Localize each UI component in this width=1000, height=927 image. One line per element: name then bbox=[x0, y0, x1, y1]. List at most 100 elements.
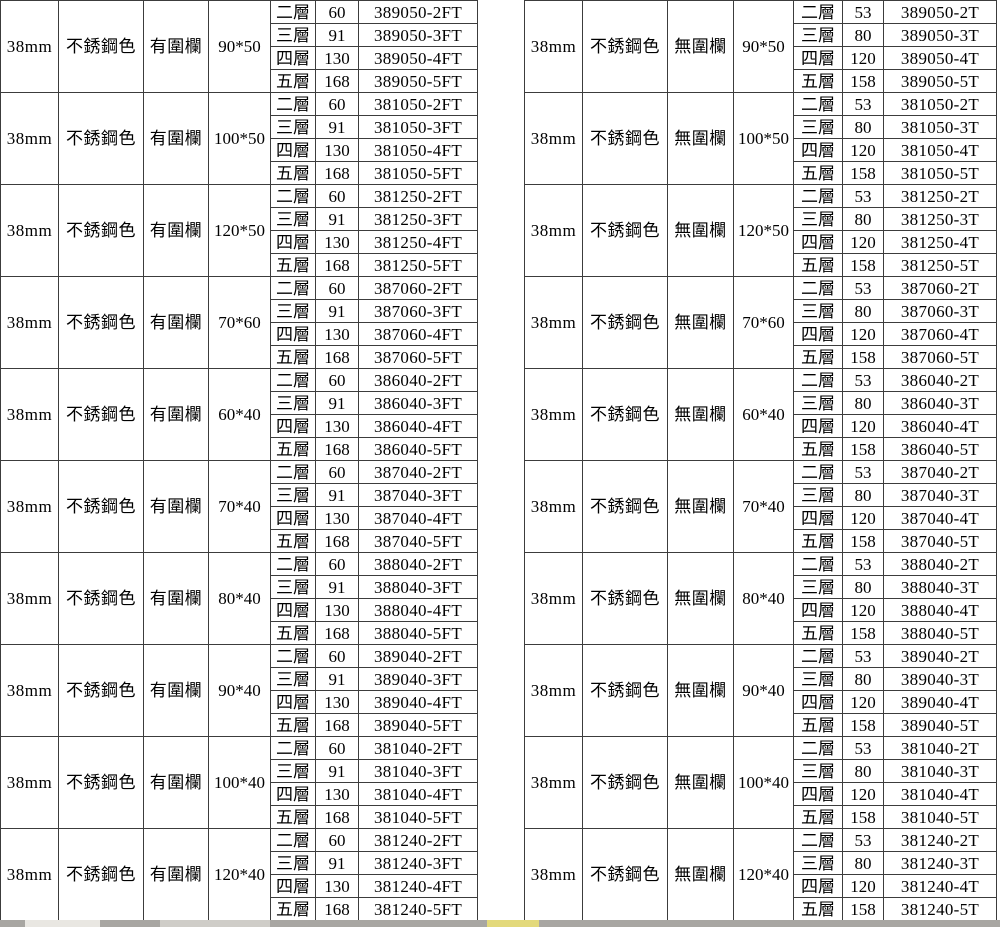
qty-cell: 130 bbox=[315, 782, 359, 806]
qty-cell: 60 bbox=[315, 184, 359, 208]
code-cell: 387040-2FT bbox=[358, 460, 478, 484]
code-cell: 387060-4T bbox=[883, 322, 997, 346]
table-row: 四層 120 387060-4T bbox=[525, 322, 997, 346]
code-cell: 389050-2T bbox=[883, 0, 997, 24]
table-row: 四層 130 387060-4FT bbox=[1, 322, 478, 346]
qty-cell: 168 bbox=[315, 161, 359, 185]
layer-cell: 三層 bbox=[793, 207, 843, 231]
code-cell: 381240-4FT bbox=[358, 874, 478, 898]
qty-cell: 168 bbox=[315, 345, 359, 369]
code-cell: 381240-5FT bbox=[358, 897, 478, 921]
table-row: 五層 158 381250-5T bbox=[525, 253, 997, 277]
color-cell: 不銹鋼色 bbox=[58, 460, 144, 553]
size-cell: 60*40 bbox=[733, 368, 794, 461]
code-cell: 387060-2T bbox=[883, 276, 997, 300]
qty-cell: 91 bbox=[315, 391, 359, 415]
table-row: 三層 80 388040-3T bbox=[525, 575, 997, 599]
fence-cell: 無圍欄 bbox=[667, 0, 734, 93]
size-cell: 120*40 bbox=[733, 828, 794, 921]
code-cell: 388040-2FT bbox=[358, 552, 478, 576]
qty-cell: 53 bbox=[842, 460, 884, 484]
qty-cell: 130 bbox=[315, 322, 359, 346]
qty-cell: 158 bbox=[842, 161, 884, 185]
code-cell: 386040-5FT bbox=[358, 437, 478, 461]
layer-cell: 五層 bbox=[270, 69, 316, 93]
layer-cell: 五層 bbox=[793, 345, 843, 369]
code-cell: 381050-3T bbox=[883, 115, 997, 139]
layer-cell: 五層 bbox=[793, 161, 843, 185]
layer-cell: 五層 bbox=[270, 529, 316, 553]
layer-cell: 四層 bbox=[270, 230, 316, 254]
table-row: 38mm 不銹鋼色 無圍欄 70*60 二層 53 387060-2T bbox=[524, 276, 997, 369]
code-cell: 381240-4T bbox=[883, 874, 997, 898]
table-row: 38mm 不銹鋼色 有圍欄 100*50 二層 60 381050-2FT bbox=[0, 92, 478, 185]
layer-cell: 四層 bbox=[793, 506, 843, 530]
code-cell: 381050-2T bbox=[883, 92, 997, 116]
code-cell: 387060-2FT bbox=[358, 276, 478, 300]
thickness-cell: 38mm bbox=[524, 552, 583, 645]
layer-cell: 四層 bbox=[270, 46, 316, 70]
table-row: 38mm 不銹鋼色 無圍欄 100*40 二層 53 381040-2T bbox=[524, 736, 997, 829]
code-cell: 381040-2FT bbox=[358, 736, 478, 760]
color-cell: 不銹鋼色 bbox=[582, 828, 668, 921]
qty-cell: 60 bbox=[315, 460, 359, 484]
table-row: 三層 80 381040-3T bbox=[525, 759, 997, 783]
code-cell: 386040-3T bbox=[883, 391, 997, 415]
color-cell: 不銹鋼色 bbox=[582, 460, 668, 553]
qty-cell: 80 bbox=[842, 575, 884, 599]
qty-cell: 80 bbox=[842, 483, 884, 507]
table-row: 三層 80 389050-3T bbox=[525, 23, 997, 47]
layer-cell: 二層 bbox=[793, 276, 843, 300]
table-row: 四層 120 389040-4T bbox=[525, 690, 997, 714]
qty-cell: 158 bbox=[842, 713, 884, 737]
layer-cell: 二層 bbox=[793, 736, 843, 760]
color-cell: 不銹鋼色 bbox=[58, 736, 144, 829]
qty-cell: 53 bbox=[842, 276, 884, 300]
layer-cell: 二層 bbox=[793, 184, 843, 208]
table-row: 38mm 不銹鋼色 無圍欄 100*50 二層 53 381050-2T bbox=[524, 92, 997, 185]
layer-cell: 三層 bbox=[270, 23, 316, 47]
qty-cell: 120 bbox=[842, 782, 884, 806]
size-cell: 120*50 bbox=[733, 184, 794, 277]
thickness-cell: 38mm bbox=[0, 368, 59, 461]
code-cell: 388040-4FT bbox=[358, 598, 478, 622]
layer-cell: 二層 bbox=[270, 368, 316, 392]
table-row: 五層 158 381040-5T bbox=[525, 805, 997, 829]
fence-cell: 無圍欄 bbox=[667, 644, 734, 737]
table-row: 38mm 不銹鋼色 無圍欄 90*40 二層 53 389040-2T bbox=[524, 644, 997, 737]
qty-cell: 91 bbox=[315, 575, 359, 599]
layer-cell: 五層 bbox=[793, 897, 843, 921]
layer-cell: 四層 bbox=[793, 46, 843, 70]
scan-artifact-light-patch bbox=[25, 920, 100, 927]
color-cell: 不銹鋼色 bbox=[582, 276, 668, 369]
code-cell: 387040-4T bbox=[883, 506, 997, 530]
qty-cell: 91 bbox=[315, 299, 359, 323]
size-cell: 70*60 bbox=[733, 276, 794, 369]
layer-cell: 三層 bbox=[270, 299, 316, 323]
qty-cell: 168 bbox=[315, 437, 359, 461]
qty-cell: 130 bbox=[315, 230, 359, 254]
price-table-no-fence: 38mm 不銹鋼色 無圍欄 90*50 二層 53 389050-2T 三層 80 389050-… bbox=[524, 0, 997, 921]
qty-cell: 60 bbox=[315, 644, 359, 668]
qty-cell: 80 bbox=[842, 207, 884, 231]
layer-cell: 三層 bbox=[793, 851, 843, 875]
layer-cell: 三層 bbox=[793, 575, 843, 599]
qty-cell: 168 bbox=[315, 253, 359, 277]
table-row: 五層 168 388040-5FT bbox=[1, 621, 478, 645]
table-row: 四層 120 386040-4T bbox=[525, 414, 997, 438]
code-cell: 389050-5T bbox=[883, 69, 997, 93]
code-cell: 387060-3FT bbox=[358, 299, 478, 323]
qty-cell: 91 bbox=[315, 115, 359, 139]
layer-cell: 二層 bbox=[793, 828, 843, 852]
table-row: 四層 130 381040-4FT bbox=[1, 782, 478, 806]
layer-cell: 二層 bbox=[270, 276, 316, 300]
qty-cell: 120 bbox=[842, 230, 884, 254]
layer-cell: 四層 bbox=[793, 414, 843, 438]
qty-cell: 91 bbox=[315, 667, 359, 691]
code-cell: 381250-5FT bbox=[358, 253, 478, 277]
layer-cell: 四層 bbox=[270, 598, 316, 622]
code-cell: 381040-4FT bbox=[358, 782, 478, 806]
table-row: 三層 91 387060-3FT bbox=[1, 299, 478, 323]
layer-cell: 四層 bbox=[270, 138, 316, 162]
color-cell: 不銹鋼色 bbox=[58, 368, 144, 461]
